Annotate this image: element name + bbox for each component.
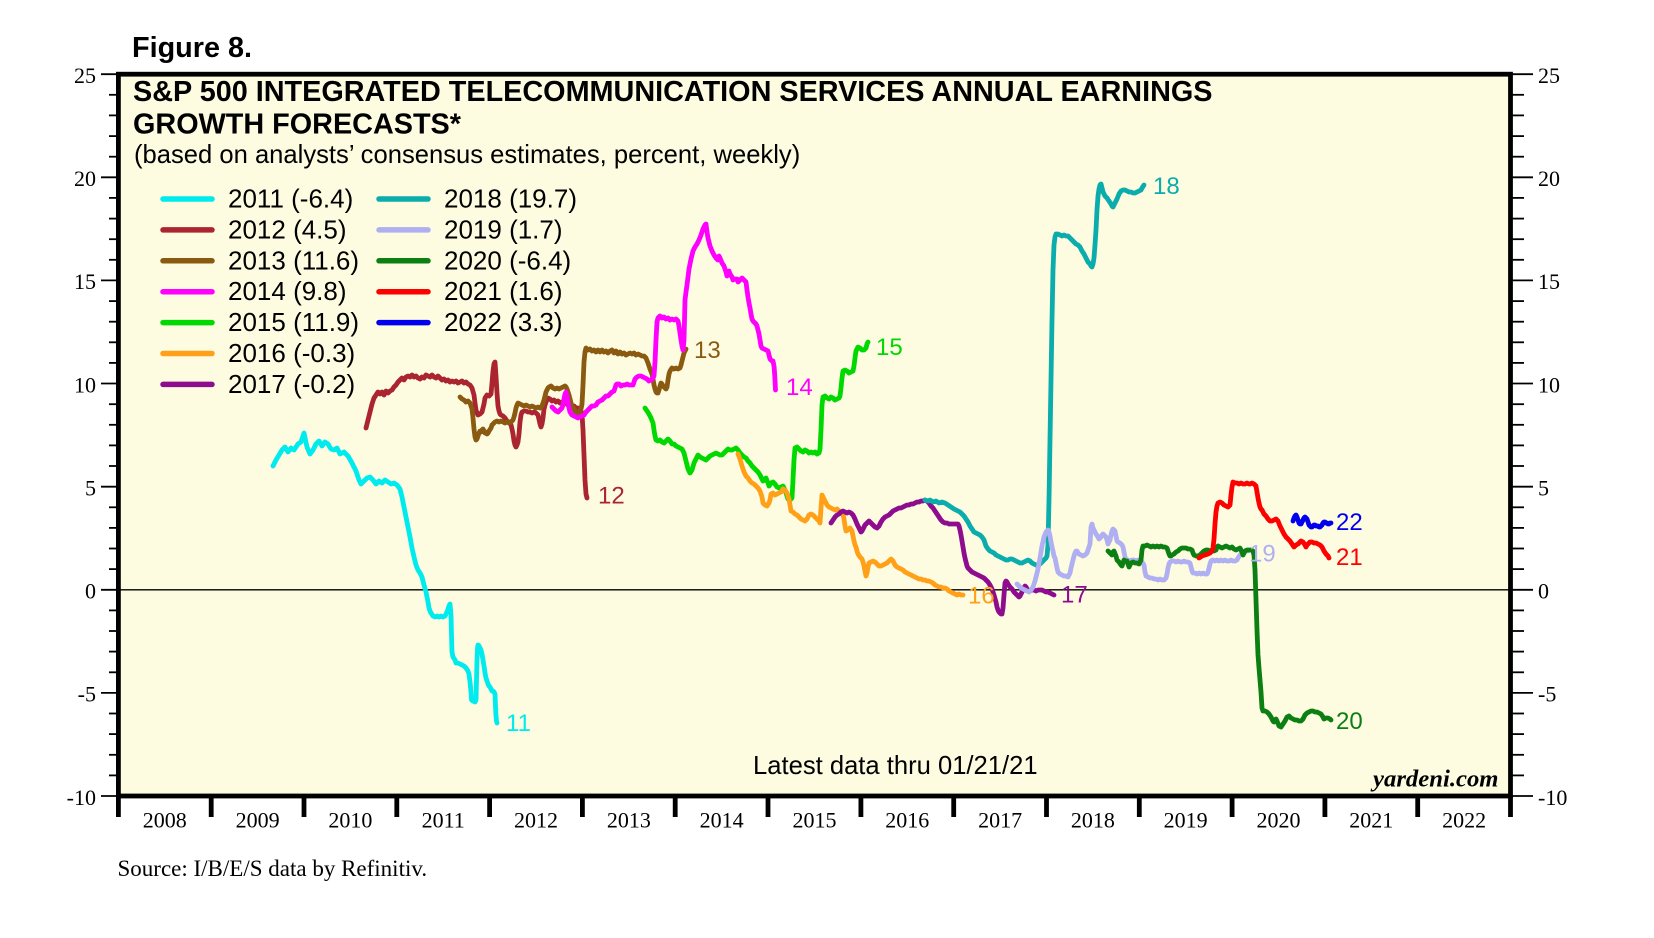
svg-text:18: 18: [1153, 173, 1180, 200]
svg-text:2014: 2014: [700, 808, 744, 833]
svg-text:2012: 2012: [514, 808, 558, 833]
svg-text:2014 (9.8): 2014 (9.8): [228, 276, 347, 306]
svg-text:0: 0: [85, 579, 96, 604]
svg-text:12: 12: [598, 483, 625, 510]
svg-text:2012 (4.5): 2012 (4.5): [228, 214, 347, 244]
svg-text:0: 0: [1538, 579, 1549, 604]
svg-text:5: 5: [85, 475, 96, 500]
svg-text:2015: 2015: [792, 808, 836, 833]
svg-text:S&P 500 INTEGRATED TELECOMMUNI: S&P 500 INTEGRATED TELECOMMUNICATION SER…: [133, 76, 1212, 108]
svg-text:Latest data thru 01/21/21: Latest data thru 01/21/21: [753, 752, 1038, 780]
svg-text:16: 16: [968, 583, 995, 610]
svg-text:2016: 2016: [885, 808, 929, 833]
svg-text:5: 5: [1538, 475, 1549, 500]
svg-text:2022: 2022: [1442, 808, 1486, 833]
svg-text:17: 17: [1061, 582, 1088, 609]
svg-text:2019 (1.7): 2019 (1.7): [444, 214, 563, 244]
svg-text:15: 15: [74, 269, 96, 294]
svg-text:2013 (11.6): 2013 (11.6): [228, 245, 359, 275]
svg-text:-5: -5: [1538, 682, 1556, 707]
svg-text:2013: 2013: [607, 808, 651, 833]
svg-text:2016 (-0.3): 2016 (-0.3): [228, 338, 355, 368]
svg-text:15: 15: [1538, 269, 1560, 294]
svg-text:GROWTH FORECASTS*: GROWTH FORECASTS*: [133, 109, 462, 141]
svg-text:2018 (19.7): 2018 (19.7): [444, 184, 577, 214]
svg-text:-5: -5: [78, 682, 96, 707]
svg-text:21: 21: [1336, 544, 1363, 571]
svg-text:2011: 2011: [422, 808, 465, 833]
svg-text:Figure 8.: Figure 8.: [132, 32, 252, 64]
svg-text:20: 20: [1336, 708, 1363, 735]
svg-text:2018: 2018: [1071, 808, 1115, 833]
svg-text:2017 (-0.2): 2017 (-0.2): [228, 369, 355, 399]
svg-text:14: 14: [786, 374, 813, 401]
svg-text:13: 13: [694, 337, 721, 364]
svg-text:10: 10: [1538, 372, 1560, 397]
svg-text:25: 25: [74, 63, 96, 88]
svg-text:2020: 2020: [1256, 808, 1300, 833]
svg-text:2022 (3.3): 2022 (3.3): [444, 307, 563, 337]
svg-text:-10: -10: [67, 785, 96, 810]
svg-text:2009: 2009: [236, 808, 280, 833]
svg-text:2011 (-6.4): 2011 (-6.4): [228, 184, 353, 214]
svg-text:2021 (1.6): 2021 (1.6): [444, 276, 563, 306]
svg-text:25: 25: [1538, 63, 1560, 88]
svg-text:15: 15: [876, 334, 903, 361]
svg-text:2015 (11.9): 2015 (11.9): [228, 307, 359, 337]
svg-text:(based on analysts’ consensus: (based on analysts’ consensus estimates,…: [134, 141, 800, 169]
svg-text:yardeni.com: yardeni.com: [1370, 766, 1498, 793]
svg-text:2010: 2010: [328, 808, 372, 833]
svg-text:-10: -10: [1538, 785, 1567, 810]
svg-text:2017: 2017: [978, 808, 1022, 833]
svg-text:11: 11: [506, 710, 531, 737]
svg-text:20: 20: [74, 166, 96, 191]
svg-text:2020 (-6.4): 2020 (-6.4): [444, 245, 571, 275]
svg-text:2019: 2019: [1164, 808, 1208, 833]
svg-text:2021: 2021: [1349, 808, 1393, 833]
svg-text:2008: 2008: [143, 808, 187, 833]
svg-text:19: 19: [1249, 541, 1276, 568]
svg-text:22: 22: [1336, 509, 1363, 536]
svg-text:20: 20: [1538, 166, 1560, 191]
svg-text:10: 10: [74, 372, 96, 397]
svg-text:Source: I/B/E/S data by Refini: Source: I/B/E/S data by Refinitiv.: [118, 856, 428, 881]
